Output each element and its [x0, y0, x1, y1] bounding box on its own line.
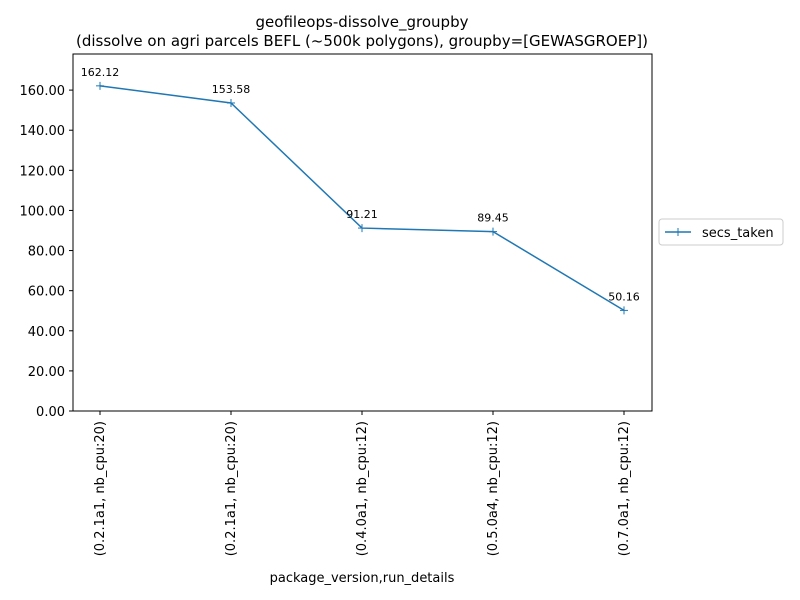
- chart-title: geofileops-dissolve_groupby: [256, 13, 469, 32]
- series-line-secs-taken: [99, 85, 625, 312]
- y-tick-label: 0.00: [36, 405, 65, 420]
- x-tick-label: (0.5.0a4, nb_cpu:12): [486, 421, 501, 556]
- y-tick-label: 60.00: [28, 285, 65, 300]
- data-label: 162.12: [81, 66, 120, 79]
- chart-subtitle: (dissolve on agri parcels BEFL (~500k po…: [76, 32, 648, 50]
- legend-frame: [658, 218, 784, 246]
- y-tick-label: 120.00: [20, 164, 66, 179]
- y-tick-label: 20.00: [28, 365, 65, 380]
- legend: secs_taken: [658, 218, 784, 246]
- x-tick-label: (0.4.0a1, nb_cpu:12): [355, 421, 370, 556]
- legend-entry-secs-taken: secs_taken: [702, 226, 774, 241]
- series-layer: [96, 81, 628, 315]
- x-tick-label: (0.7.0a1, nb_cpu:12): [617, 421, 632, 556]
- data-label: 91.21: [346, 208, 378, 221]
- y-tick-label: 160.00: [20, 84, 66, 99]
- y-axis: 0.00 20.00 40.00 60.00 80.00 100.00 120.00 140.…: [20, 84, 73, 420]
- data-label: 153.58: [212, 83, 251, 96]
- x-axis-title: package_version,run_details: [270, 571, 455, 586]
- data-label: 89.45: [477, 212, 509, 225]
- data-point-marker: [96, 81, 104, 90]
- data-label-layer: 162.12 153.58 91.21 89.45 50.16: [81, 66, 640, 304]
- plot-area-frame: [72, 53, 653, 412]
- x-tick-label: (0.2.1a1, nb_cpu:20): [224, 421, 239, 556]
- data-label: 50.16: [608, 290, 640, 303]
- y-tick-label: 80.00: [28, 245, 65, 260]
- data-point-marker: [489, 227, 497, 236]
- x-tick-label: (0.2.1a1, nb_cpu:20): [93, 421, 108, 556]
- data-point-marker: [620, 306, 628, 315]
- y-tick-label: 40.00: [28, 325, 65, 340]
- x-axis: (0.2.1a1, nb_cpu:20) (0.2.1a1, nb_cpu:20)…: [93, 411, 632, 556]
- data-point-marker: [227, 98, 235, 107]
- y-tick-label: 140.00: [20, 124, 66, 139]
- y-tick-label: 100.00: [20, 204, 66, 219]
- data-point-marker: [358, 224, 366, 233]
